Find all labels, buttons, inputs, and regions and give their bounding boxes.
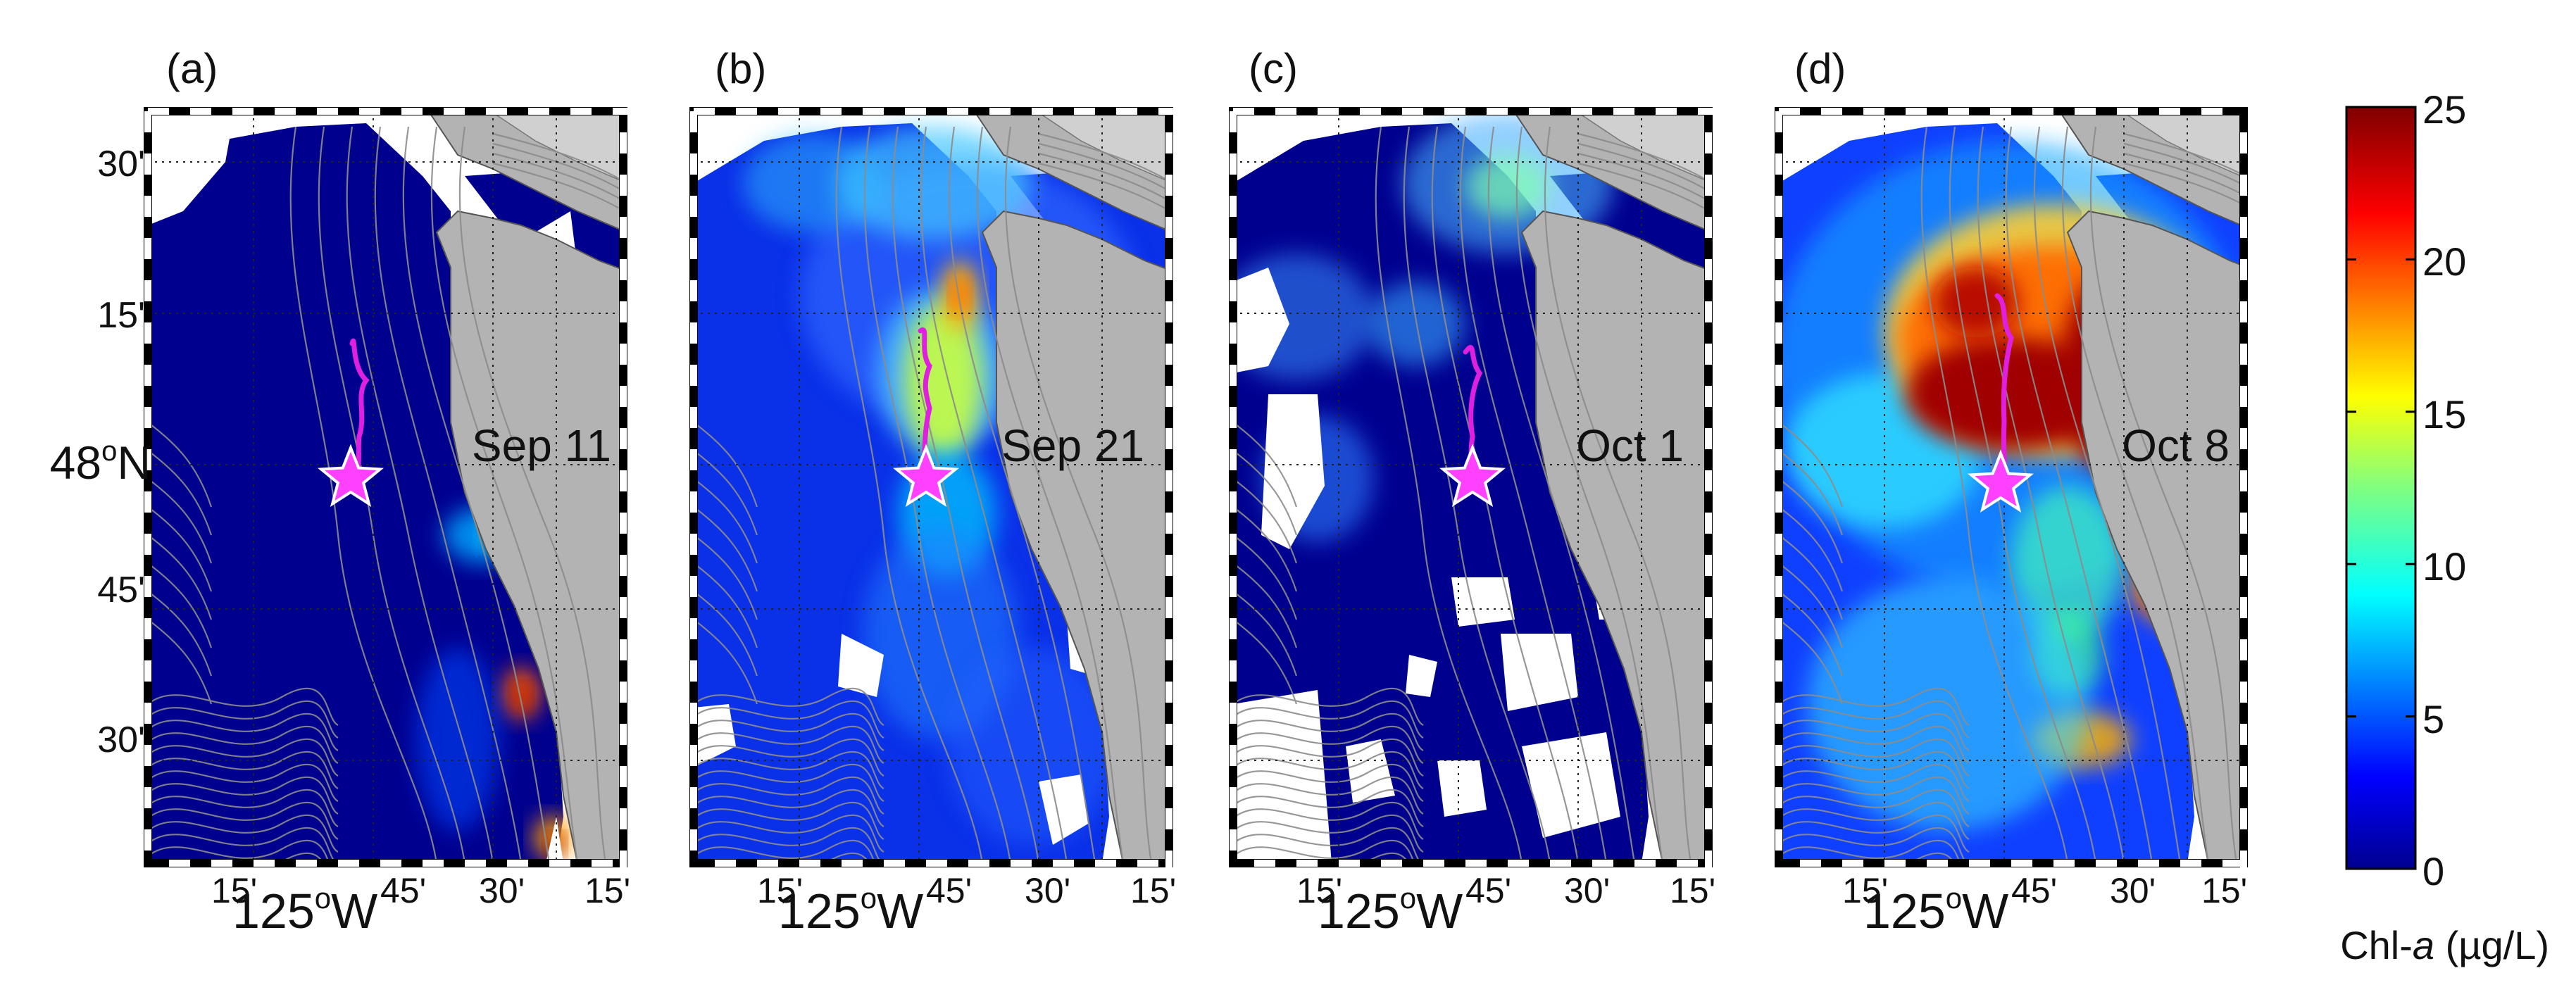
colorbar-label: Chl-a (µg/L)	[2340, 923, 2549, 967]
star-icon	[1967, 449, 2034, 513]
map-panel: Oct 1(c)15'125oW 45' 30' 15'	[1229, 45, 1740, 939]
x-tick-label: 45'	[1465, 871, 1511, 910]
colorbar: 25 20 15 10 5 0 Chl-a (µg/L)	[2340, 87, 2549, 967]
land-coastline	[974, 112, 1169, 863]
drifter-track	[349, 339, 370, 482]
x-tick-label-degrees: 125oW	[1318, 881, 1463, 939]
panel-letter: (d)	[1794, 45, 1846, 92]
panel-letter: (c)	[1249, 45, 1298, 92]
x-tick-label-degrees: 125oW	[232, 881, 377, 939]
drifter-track	[918, 327, 932, 482]
colorbar-tick-label: 0	[2422, 849, 2444, 893]
x-tick-label-degrees: 125oW	[1863, 881, 2008, 939]
x-tick-label: 15'	[757, 871, 803, 910]
x-axis: 15'125oW 45' 30' 15'	[757, 871, 1176, 939]
map-panel: Sep 21(b)15'125oW 45' 30' 15'	[689, 45, 1201, 939]
panel-letter: (a)	[166, 45, 218, 92]
land-coastline	[428, 112, 623, 863]
y-axis: 30' 15' 48oN 45' 30'	[50, 144, 151, 760]
panel-date-label: Sep 21	[1001, 420, 1144, 471]
land-coastline	[2059, 112, 2244, 863]
map-frame	[1775, 107, 2248, 872]
colorbar-tick-label: 10	[2422, 544, 2466, 589]
x-tick-label: 45'	[926, 871, 972, 910]
x-tick-label-degrees: 125oW	[778, 881, 923, 939]
map-panel: Oct 8(d)15'125oW 45' 30' 15'	[1775, 45, 2248, 939]
y-tick-label: 15'	[97, 295, 145, 336]
x-tick-label: 30'	[479, 871, 525, 910]
map-frame	[689, 107, 1201, 872]
x-tick-label: 15'	[1670, 871, 1715, 910]
y-tick-label-degrees: 48oN	[50, 436, 151, 489]
panel-letter: (b)	[715, 45, 766, 92]
panel-date-label: Sep 11	[472, 420, 611, 471]
map-frame	[144, 107, 655, 872]
colorbar-tick-label: 25	[2422, 87, 2466, 132]
x-tick-label: 15'	[584, 871, 630, 910]
land-coastline	[1513, 112, 1708, 863]
map-frame	[1229, 107, 1740, 872]
x-tick-label: 15'	[1130, 871, 1176, 910]
star-icon	[892, 444, 960, 508]
y-tick-label: 45'	[97, 570, 145, 610]
x-tick-label: 45'	[380, 871, 426, 910]
x-tick-label: 15'	[211, 871, 257, 910]
colorbar-tick-label: 5	[2422, 697, 2444, 741]
y-tick-label: 30'	[97, 144, 145, 184]
bathymetry-contours	[1233, 126, 1708, 863]
star-icon	[1439, 444, 1506, 508]
y-tick-label: 30'	[97, 720, 145, 760]
x-tick-label: 15'	[2201, 871, 2247, 910]
star-icon	[317, 444, 384, 508]
colorbar-tick-label: 20	[2422, 239, 2466, 284]
drifter-track	[1994, 293, 2014, 482]
panel-date-label: Oct 1	[1576, 420, 1684, 471]
x-tick-label: 30'	[1025, 871, 1070, 910]
x-tick-label: 45'	[2011, 871, 2057, 910]
x-axis: 15'125oW 45' 30' 15'	[1296, 871, 1715, 939]
x-tick-label: 30'	[2110, 871, 2156, 910]
x-tick-label: 15'	[1296, 871, 1342, 910]
colorbar-tick-label: 15	[2422, 392, 2466, 437]
x-axis: 15'125oW 45' 30' 15'	[1842, 871, 2247, 939]
graticule	[1779, 111, 2244, 863]
chlorophyll-field	[694, 123, 1165, 863]
x-axis: 15'125oW 45' 30' 15'	[211, 871, 630, 939]
panel-date-label: Oct 8	[2122, 420, 2230, 471]
colorbar-gradient	[2345, 106, 2417, 870]
x-tick-label: 15'	[1842, 871, 1888, 910]
x-tick-label: 30'	[1564, 871, 1610, 910]
graticule	[148, 111, 623, 863]
map-panel: Sep 11(a)15'125oW 45' 30' 15'	[144, 45, 655, 939]
